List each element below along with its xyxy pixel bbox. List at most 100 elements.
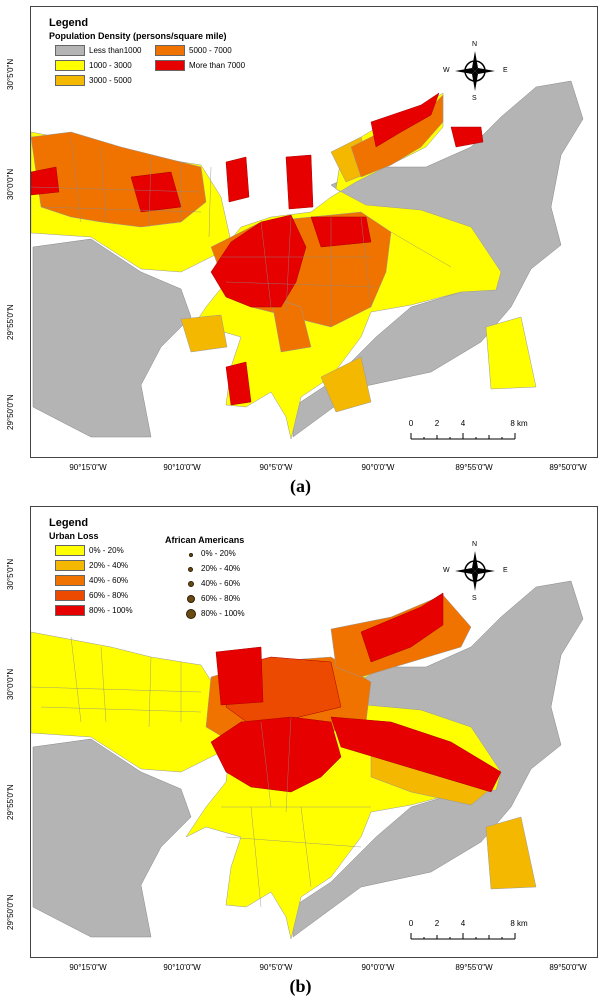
panel-population-density: Legend Population Density (persons/squar… <box>6 6 598 496</box>
legend-swatch-b-0 <box>55 545 85 556</box>
legend-swatch-1 <box>55 60 85 71</box>
legend-title: Legend <box>49 17 89 29</box>
x-tick-0: 90°15'0"W <box>69 463 107 472</box>
legend-swatch-b-2 <box>55 575 85 586</box>
legend-label-b-0: 0% - 20% <box>89 546 124 555</box>
map-region-red-strip-b <box>330 716 502 793</box>
dot-label-0: 0% - 20% <box>201 549 236 558</box>
map-region-red-center-east <box>310 216 372 248</box>
x-tick-b-5: 89°50'0"W <box>549 963 587 972</box>
map-region-lightorange-2 <box>320 356 372 413</box>
scale-tick-0: 0 <box>408 419 414 428</box>
compass-w-b: W <box>443 567 450 574</box>
x-tick-1: 90°10'0"W <box>163 463 201 472</box>
compass-n-b: N <box>472 541 478 548</box>
scale-tick-b-1: 2 <box>434 919 440 928</box>
compass-e: E <box>503 67 508 74</box>
dot-size-0 <box>189 553 193 557</box>
map-region-red-east <box>370 92 440 148</box>
map-region-red-south <box>225 361 252 406</box>
dot-label-4: 80% - 100% <box>201 609 245 618</box>
caption-a: (a) <box>290 476 311 496</box>
map-region-red-east-b <box>360 592 444 663</box>
y-tick-b-2: 29°55'0"N <box>6 784 15 820</box>
scale-bar-b: 0 2 4 8 km <box>409 919 528 948</box>
legend-swatch-3 <box>155 45 185 56</box>
map-region-red-north-3 <box>285 154 314 210</box>
y-tick-b-1: 30°0'0"N <box>6 668 15 700</box>
map-region-red-west <box>31 166 60 196</box>
map-region-orange-south <box>270 296 312 353</box>
compass-rose-icon-b: N S W E <box>443 541 508 602</box>
dot-size-1 <box>188 567 193 572</box>
compass-w: W <box>443 67 450 74</box>
x-tick-5: 89°50'0"W <box>549 463 587 472</box>
y-tick-3: 29°50'0"N <box>6 394 15 430</box>
map-frame-b: Legend Urban Loss 0% - 20% 20% - 40% 40%… <box>30 506 598 958</box>
legend-label-2: 3000 - 5000 <box>89 76 132 85</box>
tract-boundaries-b <box>31 636 371 908</box>
map-region-red-north-b <box>215 646 264 706</box>
x-tick-b-0: 90°15'0"W <box>69 963 107 972</box>
y-tick-b-3: 29°50'0"N <box>6 894 15 930</box>
legend-swatch-b-1 <box>55 560 85 571</box>
dot-label-2: 40% - 60% <box>201 579 241 588</box>
legend-label-b-1: 20% - 40% <box>89 561 129 570</box>
x-tick-b-3: 90°0'0"W <box>361 963 395 972</box>
caption-b: (b) <box>289 976 312 996</box>
scale-tick-b-3: 8 km <box>510 919 528 928</box>
map-region-red-north-2 <box>225 156 250 203</box>
scale-tick-b-2: 4 <box>460 919 466 928</box>
y-tick-2: 29°55'0"N <box>6 304 15 340</box>
x-tick-4: 89°55'0"W <box>455 463 493 472</box>
legend-subtitle: Population Density (persons/square mile) <box>49 31 227 41</box>
legend-label-0: Less than1000 <box>89 46 142 55</box>
x-tick-b-4: 89°55'0"W <box>455 963 493 972</box>
dot-size-2 <box>188 581 194 587</box>
compass-rose-icon: N S W E <box>443 41 508 102</box>
tract-boundaries <box>31 136 452 327</box>
legend-label-1: 1000 - 3000 <box>89 61 132 70</box>
map-region-lightorange-1 <box>180 314 228 353</box>
compass-e-b: E <box>503 567 508 574</box>
urban-loss-map <box>31 580 584 940</box>
compass-s: S <box>472 95 477 102</box>
x-tick-2: 90°5'0"W <box>259 463 293 472</box>
compass-s-b: S <box>472 595 477 602</box>
legend-swatch-b-3 <box>55 590 85 601</box>
legend-label-3: 5000 - 7000 <box>189 46 232 55</box>
legend-swatch-0 <box>55 45 85 56</box>
scale-tick-3: 8 km <box>510 419 528 428</box>
scale-tick-1: 2 <box>434 419 440 428</box>
dot-label-1: 20% - 40% <box>201 564 241 573</box>
legend-label-4: More than 7000 <box>189 61 246 70</box>
legend-swatch-2 <box>55 75 85 86</box>
y-tick-0: 30°5'0"N <box>6 58 15 90</box>
legend-title-b: Legend <box>49 517 89 529</box>
y-tick-1: 30°0'0"N <box>6 168 15 200</box>
scale-bar: 0 2 4 8 km <box>409 419 528 448</box>
dot-size-3 <box>187 595 195 603</box>
map-region-lightorange-east-b <box>485 816 537 890</box>
y-tick-b-0: 30°5'0"N <box>6 558 15 590</box>
x-tick-b-2: 90°5'0"W <box>259 963 293 972</box>
panel-urban-loss: Legend Urban Loss 0% - 20% 20% - 40% 40%… <box>0 500 601 1000</box>
legend-swatch-4 <box>155 60 185 71</box>
scale-tick-b-0: 0 <box>408 919 414 928</box>
legend-subtitle-b: Urban Loss <box>49 531 99 541</box>
map-region-gray-west-b <box>32 738 192 938</box>
map-region-red-fan-b <box>210 716 342 793</box>
legend-label-b-3: 60% - 80% <box>89 591 129 600</box>
population-density-map <box>31 80 584 440</box>
map-frame-a: Legend Population Density (persons/squar… <box>30 6 598 458</box>
map-region-gray-west <box>32 238 192 438</box>
dots-legend-title: African Americans <box>165 535 245 545</box>
x-tick-3: 90°0'0"W <box>361 463 395 472</box>
map-region-red-far-east <box>450 126 484 148</box>
legend-swatch-b-4 <box>55 605 85 616</box>
dot-label-3: 60% - 80% <box>201 594 241 603</box>
scale-tick-2: 4 <box>460 419 466 428</box>
x-tick-b-1: 90°10'0"W <box>163 963 201 972</box>
legend-label-b-4: 80% - 100% <box>89 606 133 615</box>
legend-label-b-2: 40% - 60% <box>89 576 129 585</box>
